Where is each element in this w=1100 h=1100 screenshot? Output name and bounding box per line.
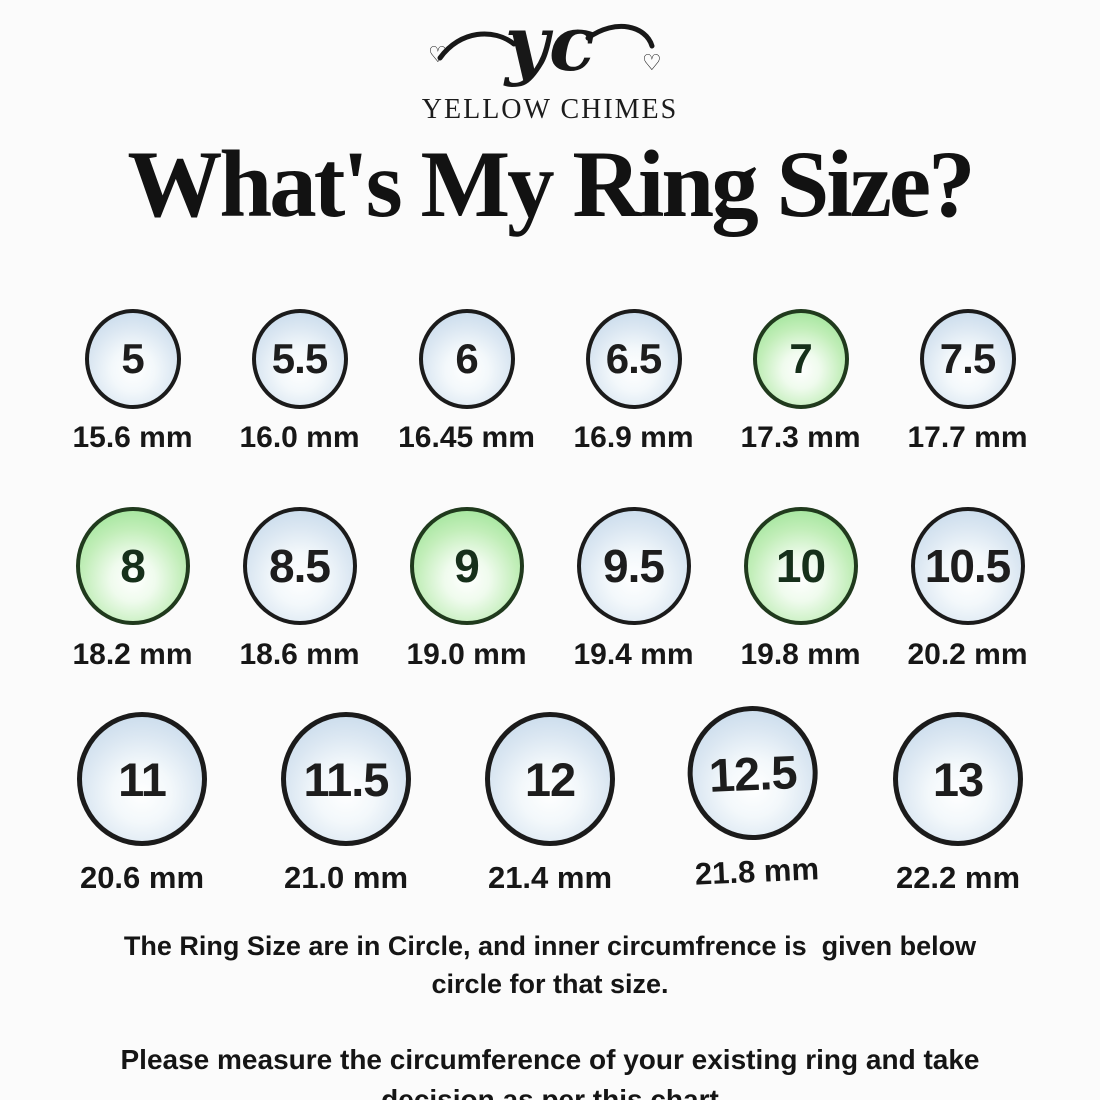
- ring-circle-6: 6: [418, 309, 515, 410]
- ring-size-number: 5.5: [271, 335, 328, 383]
- ring-size-item: 10 19.8 mm: [717, 507, 884, 672]
- size-grid: 5 15.6 mm 5.5 16.0 mm 6 16.45 mm 6.5 16.9 mm 7 17…: [0, 309, 1100, 896]
- circumference-label: 19.8 mm: [740, 638, 861, 672]
- ring-circle-11: 11: [77, 712, 207, 847]
- svg-text:♡: ♡: [642, 51, 662, 76]
- ring-size-number: 7: [789, 335, 812, 383]
- note-line: The Ring Size are in Circle, and inner c…: [123, 931, 977, 962]
- ring-circle-8.5: 8.5: [242, 507, 357, 626]
- note-line: Please measure the circumference of your…: [120, 1043, 980, 1075]
- ring-size-item: 5.5 16.0 mm: [216, 309, 383, 455]
- ring-size-number: 8.5: [269, 540, 331, 593]
- ring-circle-13: 13: [893, 712, 1023, 847]
- circumference-label: 16.0 mm: [239, 421, 360, 455]
- circumference-label: 16.9 mm: [573, 421, 694, 455]
- ring-size-number: 6: [455, 335, 478, 383]
- circumference-label: 16.45 mm: [398, 421, 535, 455]
- ring-size-number: 10: [775, 540, 826, 593]
- size-row-1: 5 15.6 mm 5.5 16.0 mm 6 16.45 mm 6.5 16.9 mm 7 17…: [0, 309, 1100, 455]
- yc-logo-icon: ♡ yc ♡: [428, 0, 662, 88]
- ring-circle-10.5: 10.5: [910, 507, 1025, 626]
- ring-size-item: 8 18.2 mm: [49, 507, 216, 672]
- ring-circle-9: 9: [409, 507, 524, 626]
- ring-size-number: 13: [932, 752, 984, 806]
- circumference-label: 20.6 mm: [79, 860, 205, 896]
- logo-monogram: yc: [503, 4, 595, 88]
- ring-size-number: 9: [454, 540, 480, 593]
- ring-size-number: 6.5: [605, 335, 662, 383]
- size-row-2: 8 18.2 mm 8.5 18.6 mm 9 19.0 mm 9.5 19.4 mm 10 19…: [0, 507, 1100, 672]
- ring-size-item: 11.5 21.0 mm: [244, 712, 448, 896]
- circumference-label: 20.2 mm: [907, 638, 1028, 672]
- ring-circle-8: 8: [75, 507, 190, 626]
- circumference-label: 22.2 mm: [895, 860, 1021, 896]
- ring-size-number: 9.5: [603, 540, 665, 593]
- ring-circle-7: 7: [752, 309, 849, 410]
- ring-size-item: 7 17.3 mm: [717, 309, 884, 455]
- circumference-label: 15.6 mm: [72, 421, 193, 455]
- ring-size-number: 12: [524, 752, 576, 806]
- circumference-label: 17.3 mm: [740, 421, 861, 455]
- ring-circle-11.5: 11.5: [281, 712, 411, 847]
- circumference-label: 21.4 mm: [487, 860, 613, 896]
- ring-size-number: 7.5: [939, 335, 996, 383]
- note-line: circle for that size.: [431, 968, 669, 999]
- svg-text:♡: ♡: [428, 43, 448, 68]
- brand-name: YELLOW CHIMES: [421, 94, 679, 125]
- note-line: decision as per this chart: [381, 1084, 719, 1100]
- circumference-label: 19.0 mm: [406, 638, 527, 672]
- circumference-label: 21.8 mm: [694, 851, 820, 892]
- ring-size-item: 5 15.6 mm: [49, 309, 216, 455]
- ring-size-number: 8: [120, 540, 146, 593]
- ring-size-item: 13 22.2 mm: [856, 712, 1060, 896]
- note-measure-instruction: Please measure the circumference of your…: [70, 1040, 1030, 1100]
- ring-size-item: 6 16.45 mm: [383, 309, 550, 455]
- ring-size-item: 6.5 16.9 mm: [550, 309, 717, 455]
- ring-size-item: 9 19.0 mm: [383, 507, 550, 672]
- ring-size-number: 11.5: [303, 752, 390, 806]
- brand-logo: ♡ yc ♡: [0, 0, 1100, 96]
- circumference-label: 19.4 mm: [573, 638, 694, 672]
- ring-size-number: 5: [121, 335, 144, 383]
- note-inner-circumference: The Ring Size are in Circle, and inner c…: [70, 928, 1030, 1004]
- ring-circle-9.5: 9.5: [576, 507, 691, 626]
- ring-size-item: 12.5 21.8 mm: [648, 702, 860, 895]
- ring-circle-12.5: 12.5: [684, 703, 821, 843]
- ring-size-item: 9.5 19.4 mm: [550, 507, 717, 672]
- ring-circle-5.5: 5.5: [251, 309, 348, 410]
- ring-circle-5: 5: [84, 309, 181, 410]
- size-row-3: 11 20.6 mm 11.5 21.0 mm 12 21.4 mm 12.5 21.8 mm…: [0, 703, 1100, 896]
- ring-size-item: 11 20.6 mm: [40, 712, 244, 896]
- circumference-label: 18.6 mm: [239, 638, 360, 672]
- circumference-label: 17.7 mm: [907, 421, 1028, 455]
- circumference-label: 18.2 mm: [72, 638, 193, 672]
- ring-circle-6.5: 6.5: [585, 309, 682, 410]
- ring-circle-12: 12: [485, 712, 615, 847]
- ring-size-item: 12 21.4 mm: [448, 712, 652, 896]
- ring-size-item: 7.5 17.7 mm: [884, 309, 1051, 455]
- ring-circle-7.5: 7.5: [919, 309, 1016, 410]
- ring-size-number: 11: [118, 752, 167, 806]
- ring-circle-10: 10: [743, 507, 858, 626]
- page-title: What's My Ring Size?: [127, 131, 975, 237]
- ring-size-number: 12.5: [707, 744, 798, 802]
- circumference-label: 21.0 mm: [283, 860, 409, 896]
- ring-size-item: 10.5 20.2 mm: [884, 507, 1051, 672]
- ring-size-item: 8.5 18.6 mm: [216, 507, 383, 672]
- ring-size-number: 10.5: [924, 540, 1012, 593]
